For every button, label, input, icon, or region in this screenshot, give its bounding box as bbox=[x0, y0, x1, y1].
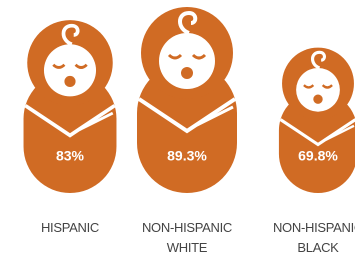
mouth bbox=[181, 67, 193, 79]
face bbox=[159, 33, 215, 89]
infographic: 83% 89.3% 69.8% HISPANIC NON-HISPANIC WHITE… bbox=[0, 0, 355, 254]
category-label: NON-HISPANIC BLACK bbox=[263, 218, 355, 254]
face bbox=[296, 68, 340, 112]
baby-icon bbox=[137, 7, 237, 193]
value-label: 69.8% bbox=[298, 148, 338, 164]
chart: 83% 89.3% 69.8% bbox=[0, 0, 355, 254]
mouth bbox=[313, 95, 322, 104]
value-label: 83% bbox=[56, 148, 85, 164]
category-label: NON-HISPANIC WHITE bbox=[132, 218, 242, 254]
value-label: 89.3% bbox=[167, 148, 207, 164]
mouth bbox=[64, 76, 75, 87]
face bbox=[44, 44, 96, 96]
category-label: HISPANIC bbox=[15, 218, 125, 238]
baby-icon bbox=[24, 20, 117, 193]
baby-icon bbox=[279, 48, 355, 193]
